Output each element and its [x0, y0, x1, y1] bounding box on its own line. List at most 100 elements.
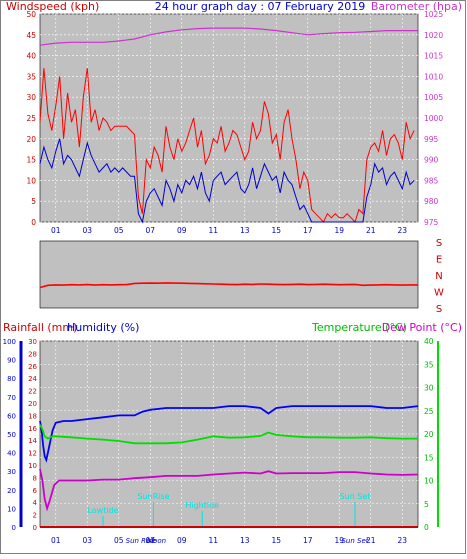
barometer-axis-title: Barometer (hpa) [371, 0, 462, 13]
rainfall-tick-label: 18 [28, 412, 37, 420]
wind-time-tick-label: 01 [51, 226, 61, 235]
barometer-tick-label: 1000 [424, 114, 443, 123]
temperature-tick-label: 10 [424, 477, 434, 486]
windspeed-tick-label: 15 [26, 156, 36, 165]
humidity-tick-label: 50 [7, 431, 16, 439]
climate-plot-axes: 0510152025303540024681012141618202224262… [3, 337, 439, 545]
rainfall-tick-label: 12 [28, 450, 37, 458]
climate-time-tick-label: 17 [303, 536, 313, 545]
windspeed-tick-label: 50 [26, 10, 36, 19]
humidity-tick-label: 0 [12, 524, 16, 532]
graph-title: 24 hour graph day : 07 February 2019 [155, 0, 366, 13]
bottom-event-label: Sun Rise [126, 537, 156, 545]
rainfall-tick-label: 10 [28, 462, 37, 470]
wind-time-tick-label: 07 [145, 226, 155, 235]
windspeed-tick-label: 25 [26, 114, 36, 123]
humidity-tick-label: 30 [7, 468, 16, 476]
climate-time-tick-label: 19 [334, 536, 344, 545]
windspeed-tick-label: 40 [26, 52, 36, 61]
wind-time-tick-label: 13 [240, 226, 250, 235]
event-label: Lowtide [87, 506, 118, 515]
climate-time-tick-label: 03 [82, 536, 92, 545]
climate-time-tick-label: 05 [114, 536, 124, 545]
humidity-tick-label: 90 [7, 357, 16, 365]
humidity-tick-label: 70 [7, 394, 16, 402]
temperature-tick-label: 25 [424, 407, 434, 416]
event-label: Hightide [185, 501, 219, 510]
windspeed-axis-title: Windspeed (kph) [6, 0, 99, 13]
barometer-tick-label: 1005 [424, 93, 443, 102]
climate-time-tick-label: 09 [177, 536, 187, 545]
wind-time-tick-label: 23 [397, 226, 407, 235]
wind-direction-line [39, 282, 418, 289]
wind-time-tick-label: 15 [271, 226, 281, 235]
barometer-tick-label: 975 [424, 218, 439, 227]
rainfall-tick-label: 0 [33, 524, 37, 532]
windspeed-tick-label: 30 [26, 93, 36, 102]
temperature-tick-label: 35 [424, 360, 434, 369]
climate-time-tick-label: 21 [366, 536, 376, 545]
wind-time-tick-label: 09 [177, 226, 187, 235]
wind-time-tick-label: 11 [208, 226, 218, 235]
barometer-tick-label: 980 [424, 197, 439, 206]
direction-label: N [435, 271, 442, 282]
temperature-tick-label: 15 [424, 453, 434, 462]
direction-label: S [436, 238, 442, 249]
rainfall-tick-label: 6 [33, 487, 38, 495]
barometer-line [39, 27, 418, 46]
climate-plot-events: Lowtide SunRise Hightide Sun Set [87, 492, 370, 527]
climate-time-tick-label: 07 [145, 536, 155, 545]
event-label: SunRise [137, 492, 169, 501]
climate-time-tick-label: 15 [271, 536, 281, 545]
temperature-tick-label: 0 [424, 523, 429, 532]
wind-time-tick-label: 21 [366, 226, 376, 235]
direction-label: E [436, 255, 442, 266]
windspeed-tick-label: 10 [26, 176, 36, 185]
barometer-tick-label: 1015 [424, 52, 443, 61]
climate-time-tick-label: 23 [397, 536, 407, 545]
humidity-tick-label: 40 [7, 450, 16, 458]
rainfall-tick-label: 26 [28, 363, 37, 371]
wind-plot-axes: 0510152025303540455097598098599099510001… [26, 10, 443, 235]
rainfall-tick-label: 4 [33, 499, 38, 507]
direction-plot-series [39, 282, 418, 289]
humidity-axis-title: Humidity (%) [67, 321, 139, 334]
climate-time-tick-label: 11 [208, 536, 218, 545]
humidity-tick-label: 80 [7, 375, 16, 383]
dewpoint-axis-title: Dew Point (°C) [382, 321, 462, 334]
rainfall-tick-label: 20 [28, 400, 37, 408]
direction-label: S [436, 304, 442, 315]
bottom-event-label: Sun Set [341, 537, 368, 545]
rainfall-tick-label: 2 [33, 512, 37, 520]
windspeed-tick-label: 45 [26, 31, 36, 40]
humidity-tick-label: 100 [3, 338, 16, 346]
rainfall-tick-label: 28 [28, 350, 37, 358]
event-label: Sun Set [340, 492, 371, 501]
rainfall-tick-label: 8 [33, 474, 37, 482]
climate-plot-series [39, 405, 419, 528]
wind-plot-grid [40, 13, 418, 223]
temperature-tick-label: 5 [424, 500, 429, 509]
rainfall-tick-label: 24 [28, 375, 37, 383]
direction-plot-area [39, 240, 419, 309]
climate-time-tick-label: 13 [240, 536, 250, 545]
barometer-tick-label: 1020 [424, 31, 443, 40]
windspeed-tick-label: 20 [26, 135, 36, 144]
direction-label: W [434, 288, 444, 299]
bottom-event-label: Moon [147, 537, 166, 545]
windspeed-tick-label: 0 [31, 218, 36, 227]
windspeed-tick-label: 35 [26, 72, 36, 81]
rainfall-tick-label: 22 [28, 388, 37, 396]
temperature-tick-label: 30 [424, 384, 434, 393]
rainfall-tick-label: 30 [28, 338, 37, 346]
wind-time-tick-label: 17 [303, 226, 313, 235]
temperature-tick-label: 40 [424, 337, 434, 346]
windspeed-tick-label: 5 [31, 197, 36, 206]
barometer-tick-label: 990 [424, 156, 439, 165]
rainfall-tick-label: 14 [28, 437, 37, 445]
wind-gust-line [39, 68, 415, 223]
climate-time-tick-label: 01 [51, 536, 61, 545]
humidity-tick-label: 10 [7, 505, 16, 513]
wind-time-tick-label: 19 [334, 226, 344, 235]
